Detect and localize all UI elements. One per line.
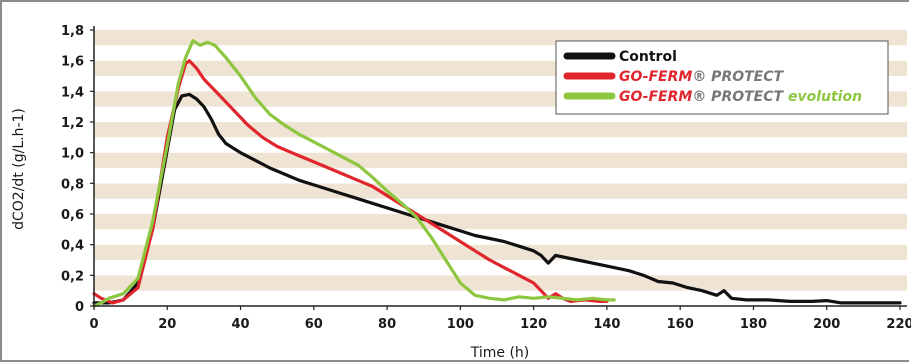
background-band — [94, 275, 907, 291]
y-tick-label: 1,0 — [61, 147, 84, 162]
background-band — [94, 168, 907, 184]
y-tick-label: 0,4 — [61, 239, 84, 254]
background-band — [94, 260, 907, 276]
y-tick-label: 0,6 — [61, 208, 84, 223]
x-tick-label: 120 — [520, 317, 547, 332]
background-band — [94, 214, 907, 230]
background-band — [94, 183, 907, 199]
y-tick-label: 0,8 — [61, 177, 84, 192]
legend-entry: GO-FERM® PROTECT evolution — [619, 89, 862, 105]
x-tick-label: 0 — [89, 317, 98, 332]
x-tick-label: 220 — [886, 317, 911, 332]
background-band — [94, 244, 907, 260]
x-tick-label: 20 — [158, 317, 176, 332]
legend-entry: Control — [619, 49, 677, 65]
x-tick-label: 160 — [667, 317, 694, 332]
x-tick-label: 200 — [813, 317, 840, 332]
x-tick-label: 60 — [305, 317, 323, 332]
series-layer — [92, 39, 902, 308]
x-tick-label: 180 — [740, 317, 767, 332]
legend: Control GO-FERM® PROTECT GO-FERM® PROTECT … — [555, 40, 889, 115]
x-tick-label: 140 — [593, 317, 620, 332]
background-band — [94, 198, 907, 214]
background-band — [94, 137, 907, 153]
background-band — [94, 229, 907, 245]
y-tick-label: 0,2 — [61, 269, 84, 284]
y-tick-label: 0 — [75, 300, 84, 315]
y-tick-label: 1,4 — [61, 85, 84, 100]
x-tick-label: 40 — [231, 317, 249, 332]
x-axis-label: Time (h) — [470, 345, 530, 361]
y-tick-label: 1,2 — [61, 116, 84, 131]
series-line-2 — [92, 39, 616, 308]
tick-labels: 0 0,2 0,4 0,6 0,8 1,0 1,2 1,4 1,6 1,8 0 20 40 60 80 100… — [61, 24, 911, 332]
y-axis-label: dCO2/dt (g/L.h-1) — [11, 108, 27, 230]
x-tick-label: 100 — [447, 317, 474, 332]
y-tick-label: 1,6 — [61, 55, 84, 70]
x-tick-label: 80 — [378, 317, 396, 332]
y-tick-label: 1,8 — [61, 24, 84, 39]
background-band — [94, 152, 907, 168]
background-bands — [94, 30, 907, 306]
series-line-0 — [92, 92, 902, 305]
axes — [90, 26, 907, 310]
legend-entry: GO-FERM® PROTECT — [619, 69, 785, 85]
